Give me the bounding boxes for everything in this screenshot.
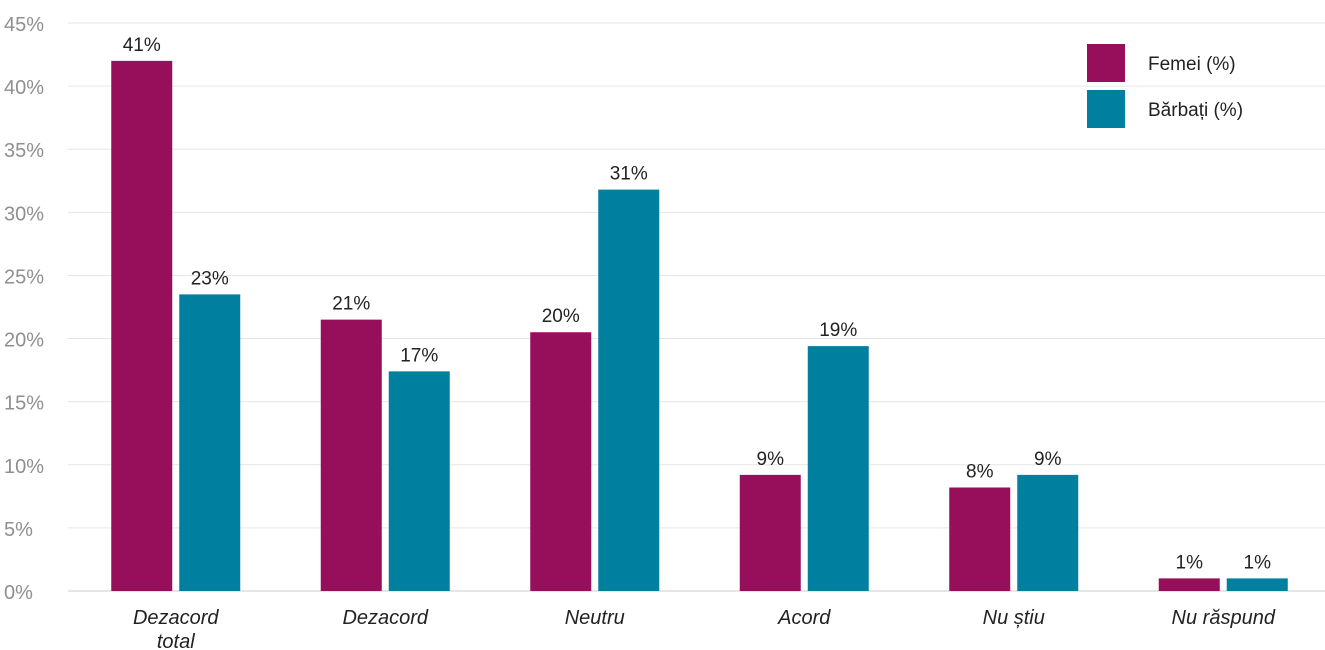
data-label: 9%: [757, 449, 785, 470]
data-label: 8%: [966, 461, 994, 482]
data-label: 23%: [191, 268, 229, 289]
x-axis: Dezacord total Dezacord Neutru Acord Nu știu N…: [133, 607, 1276, 650]
y-tick-label: 10%: [4, 456, 44, 478]
x-tick-label: total: [157, 631, 195, 650]
data-labels: 41% 23% 21% 17% 20% 31% 9% 19% 8% 9% 1% 1%: [123, 35, 1271, 574]
y-tick-label: 25%: [4, 266, 44, 288]
data-label: 31%: [610, 164, 648, 185]
y-axis: 0% 5% 10% 15% 20% 25% 30% 35% 40% 45%: [4, 14, 44, 604]
legend-label: Femei (%): [1148, 54, 1236, 75]
y-tick-label: 30%: [4, 203, 44, 225]
legend-swatch: [1087, 90, 1125, 128]
bar: [388, 371, 450, 591]
data-label: 9%: [1034, 449, 1062, 470]
x-tick-label: Dezacord: [342, 607, 428, 629]
bar: [530, 332, 592, 591]
bar: [807, 346, 869, 591]
y-tick-label: 20%: [4, 330, 44, 352]
data-label: 17%: [400, 345, 438, 366]
legend: Femei (%) Bărbați (%): [1087, 44, 1243, 128]
bar: [1158, 578, 1220, 591]
legend-label: Bărbați (%): [1148, 100, 1243, 121]
x-tick-label: Nu răspund: [1172, 607, 1276, 629]
data-label: 1%: [1176, 552, 1204, 573]
data-label: 19%: [819, 320, 857, 341]
y-tick-label: 40%: [4, 77, 44, 99]
bar: [1017, 474, 1079, 591]
bar: [111, 60, 173, 592]
data-label: 1%: [1244, 552, 1272, 573]
bar: [1226, 578, 1288, 591]
legend-swatch: [1087, 44, 1125, 82]
bar: [320, 319, 382, 591]
data-label: 21%: [332, 294, 370, 315]
bars: [111, 60, 1288, 592]
bar: [598, 189, 660, 591]
data-label: 41%: [123, 35, 161, 56]
x-tick-label: Neutru: [565, 607, 625, 629]
x-tick-label: Nu știu: [983, 607, 1045, 629]
x-tick-label: Dezacord: [133, 607, 219, 629]
bar: [739, 474, 801, 591]
y-tick-label: 35%: [4, 140, 44, 162]
bar: [179, 294, 241, 591]
y-tick-label: 0%: [4, 582, 33, 604]
gridlines: [68, 22, 1325, 592]
y-tick-label: 15%: [4, 393, 44, 415]
y-tick-label: 45%: [4, 14, 44, 36]
bar: [949, 487, 1011, 591]
data-label: 20%: [542, 306, 580, 327]
y-tick-label: 5%: [4, 519, 33, 541]
x-tick-label: Acord: [777, 607, 831, 629]
